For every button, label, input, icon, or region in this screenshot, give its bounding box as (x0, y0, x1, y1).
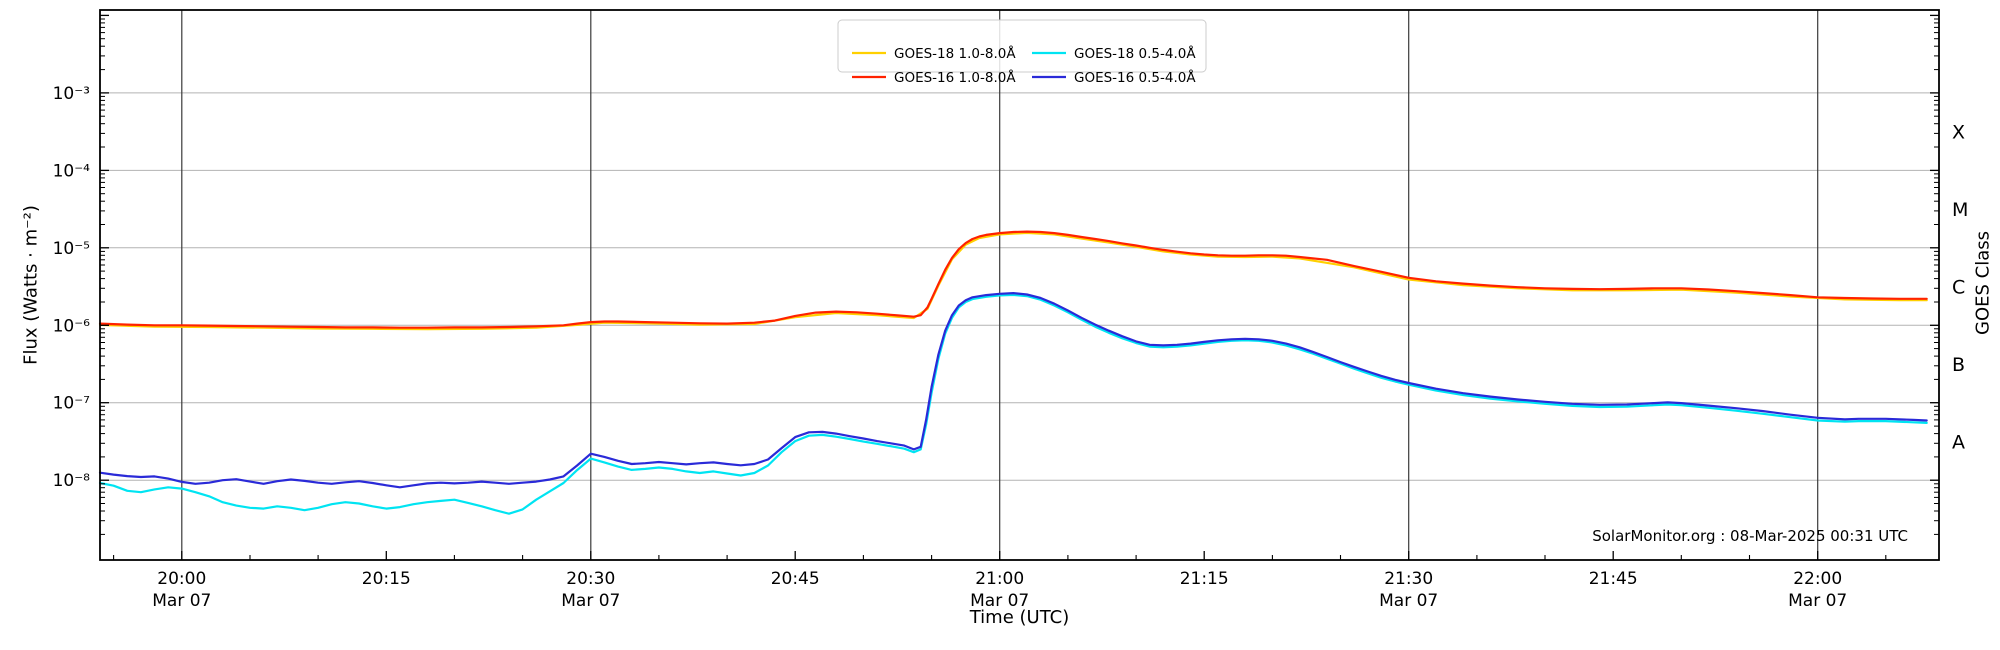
x-tick-date-label: Mar 07 (152, 591, 211, 611)
x-axis-label: Time (UTC) (969, 607, 1070, 628)
x-tick-label: 20:00 (157, 569, 206, 589)
y-tick-label: 10⁻⁴ (53, 161, 91, 181)
y-tick-label: 10⁻⁷ (53, 394, 91, 414)
y-tick-label: 10⁻⁶ (53, 316, 91, 336)
legend-entry-goes-18-0-5-4-0: GOES-18 0.5-4.0Å (1074, 45, 1196, 62)
y-axis-label-goes-class: GOES Class (1972, 231, 1994, 335)
y-axis-label-flux: Flux (Watts · m⁻²) (20, 205, 42, 365)
legend: GOES-18 1.0-8.0Å GOES-16 1.0-8.0Å GOES-18 … (837, 19, 1207, 86)
legend-box (837, 19, 1207, 73)
plot-border (99, 9, 1940, 561)
series-goes-18-0-5-4-0 (98, 293, 1928, 515)
x-tick-label: 21:00 (975, 569, 1024, 589)
x-tick-label: 21:45 (1589, 569, 1638, 589)
y-tick-label: 10⁻⁵ (53, 239, 90, 259)
y-tick-label: 10⁻³ (53, 84, 90, 104)
x-tick-label: 22:00 (1793, 569, 1842, 589)
y-tick-label: 10⁻⁸ (53, 471, 91, 491)
goes-class-label-b: B (1952, 354, 1965, 376)
x-tick-date-label: Mar 07 (970, 591, 1029, 611)
x-tick-label: 20:30 (566, 569, 615, 589)
series-goes-16-1-0-8-0 (98, 230, 1928, 329)
goes-class-label-m: M (1952, 199, 1968, 221)
x-tick-label: 20:15 (362, 569, 411, 589)
series-goes-16-0-5-4-0 (98, 292, 1928, 489)
goes-class-label-c: C (1952, 277, 1965, 299)
legend-entry-goes-16-0-5-4-0: GOES-16 0.5-4.0Å (1074, 69, 1196, 86)
x-tick-date-label: Mar 07 (1788, 591, 1847, 611)
attribution-text: SolarMonitor.org : 08-Mar-2025 00:31 UTC (1592, 527, 1908, 545)
x-tick-date-label: Mar 07 (1379, 591, 1438, 611)
x-tick-label: 21:15 (1180, 569, 1229, 589)
x-tick-date-label: Mar 07 (561, 591, 620, 611)
legend-entry-goes-16-1-0-8-0: GOES-16 1.0-8.0Å (894, 69, 1016, 86)
legend-entry-goes-18-1-0-8-0: GOES-18 1.0-8.0Å (894, 45, 1016, 62)
goes-class-label-a: A (1952, 432, 1965, 454)
goes-class-label-x: X (1952, 122, 1965, 144)
x-tick-label: 20:45 (771, 569, 820, 589)
x-tick-label: 21:30 (1384, 569, 1433, 589)
